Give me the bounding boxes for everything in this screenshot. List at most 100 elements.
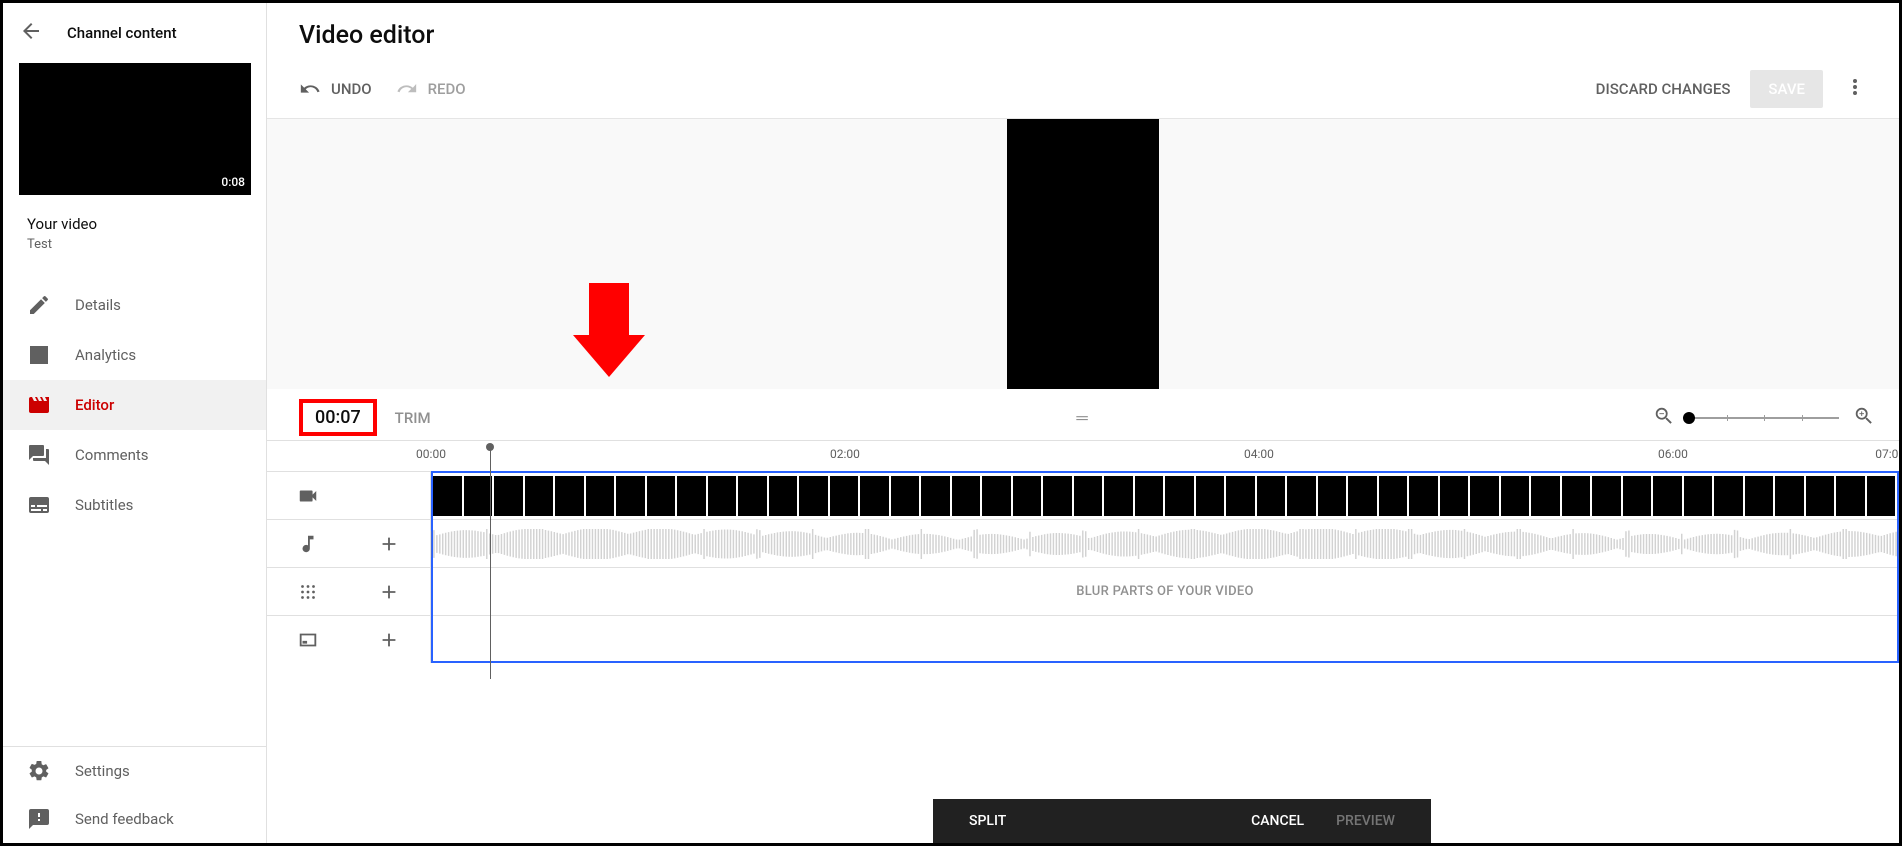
video-frame bbox=[433, 476, 462, 516]
video-frame bbox=[616, 476, 645, 516]
video-frame bbox=[1592, 476, 1621, 516]
video-frame bbox=[525, 476, 554, 516]
audio-track bbox=[267, 519, 1899, 567]
zoom-out-button[interactable] bbox=[1653, 405, 1675, 431]
video-frame bbox=[1104, 476, 1133, 516]
nav-label-subtitles: Subtitles bbox=[75, 496, 133, 514]
nav-label-editor: Editor bbox=[75, 396, 114, 414]
playhead[interactable] bbox=[490, 447, 491, 679]
video-frame bbox=[921, 476, 950, 516]
video-frame bbox=[769, 476, 798, 516]
back-arrow-icon[interactable] bbox=[19, 19, 43, 47]
zoom-in-button[interactable] bbox=[1853, 405, 1875, 431]
sidebar: Channel content 0:08 Your video Test Det… bbox=[3, 3, 267, 843]
add-icon[interactable] bbox=[378, 629, 400, 651]
video-frame bbox=[1440, 476, 1469, 516]
discard-button[interactable]: DISCARD CHANGES bbox=[1596, 80, 1731, 98]
zoom-out-icon bbox=[1653, 405, 1675, 427]
redo-label: REDO bbox=[428, 80, 466, 98]
more-menu-button[interactable] bbox=[1843, 75, 1867, 103]
subtitles-icon bbox=[27, 493, 51, 517]
preview-button: PREVIEW bbox=[1336, 813, 1395, 829]
add-icon[interactable] bbox=[378, 533, 400, 555]
sidebar-item-feedback[interactable]: Send feedback bbox=[3, 795, 266, 843]
zoom-slider[interactable] bbox=[1689, 417, 1839, 419]
video-frame bbox=[1196, 476, 1225, 516]
video-frame bbox=[1531, 476, 1560, 516]
music-note-icon[interactable] bbox=[297, 533, 319, 555]
endcard-icon[interactable] bbox=[297, 629, 319, 651]
video-frame bbox=[647, 476, 676, 516]
video-frame bbox=[1501, 476, 1530, 516]
video-frame bbox=[799, 476, 828, 516]
video-frame bbox=[1836, 476, 1865, 516]
redo-button: REDO bbox=[396, 78, 466, 100]
audio-waveform[interactable] bbox=[431, 529, 1899, 559]
nav-label-details: Details bbox=[75, 296, 121, 314]
video-frame bbox=[1074, 476, 1103, 516]
blur-icon[interactable] bbox=[297, 581, 319, 603]
channel-content-label: Channel content bbox=[67, 24, 177, 42]
timeline: 00:0002:0004:0006:0007:06 bbox=[267, 440, 1899, 663]
pencil-icon bbox=[27, 293, 51, 317]
video-name: Test bbox=[27, 237, 242, 252]
video-frame bbox=[1043, 476, 1072, 516]
video-frame bbox=[586, 476, 615, 516]
video-duration: 0:08 bbox=[221, 175, 245, 189]
sidebar-item-comments[interactable]: Comments bbox=[3, 430, 266, 480]
comments-icon bbox=[27, 443, 51, 467]
nav-label-analytics: Analytics bbox=[75, 346, 136, 364]
analytics-icon bbox=[27, 343, 51, 367]
sidebar-item-editor[interactable]: Editor bbox=[3, 380, 266, 430]
video-track bbox=[267, 471, 1899, 519]
feedback-icon bbox=[27, 807, 51, 831]
video-frame bbox=[1745, 476, 1774, 516]
video-frame bbox=[830, 476, 859, 516]
video-frame bbox=[1013, 476, 1042, 516]
sidebar-item-settings[interactable]: Settings bbox=[3, 747, 266, 795]
undo-icon bbox=[299, 78, 321, 100]
ruler-label: 00:00 bbox=[416, 447, 446, 461]
video-frame bbox=[1379, 476, 1408, 516]
video-frame bbox=[1135, 476, 1164, 516]
undo-button[interactable]: UNDO bbox=[299, 78, 372, 100]
video-frame bbox=[555, 476, 584, 516]
video-frame bbox=[1470, 476, 1499, 516]
video-frame bbox=[1867, 476, 1896, 516]
video-frame bbox=[1165, 476, 1194, 516]
camera-icon[interactable] bbox=[297, 485, 319, 507]
video-strip[interactable] bbox=[431, 476, 1899, 516]
video-frame bbox=[1623, 476, 1652, 516]
preview-video[interactable] bbox=[1007, 119, 1159, 389]
dots-vertical-icon bbox=[1843, 75, 1867, 99]
preview-area bbox=[267, 118, 1899, 389]
video-frame bbox=[1653, 476, 1682, 516]
timecode-input[interactable]: 00:07 bbox=[299, 399, 377, 436]
split-button[interactable]: SPLIT bbox=[969, 813, 1006, 829]
endcard-track bbox=[267, 615, 1899, 663]
add-icon[interactable] bbox=[378, 581, 400, 603]
your-video-label: Your video bbox=[27, 215, 242, 233]
zoom-slider-thumb[interactable] bbox=[1683, 412, 1695, 424]
cancel-button[interactable]: CANCEL bbox=[1251, 813, 1304, 829]
video-frame bbox=[1348, 476, 1377, 516]
ruler-label: 06:00 bbox=[1658, 447, 1688, 461]
video-frame bbox=[1806, 476, 1835, 516]
sidebar-item-subtitles[interactable]: Subtitles bbox=[3, 480, 266, 530]
timeline-ruler[interactable]: 00:0002:0004:0006:0007:06 bbox=[431, 441, 1899, 471]
sidebar-item-analytics[interactable]: Analytics bbox=[3, 330, 266, 380]
nav-label-feedback: Send feedback bbox=[75, 810, 174, 828]
video-frame bbox=[860, 476, 889, 516]
sidebar-item-details[interactable]: Details bbox=[3, 280, 266, 330]
video-frame bbox=[1714, 476, 1743, 516]
video-thumbnail[interactable]: 0:08 bbox=[19, 63, 251, 195]
drag-handle-icon[interactable]: ═ bbox=[1076, 408, 1089, 428]
video-frame bbox=[1226, 476, 1255, 516]
blur-track-label[interactable]: BLUR PARTS OF YOUR VIDEO bbox=[1076, 584, 1254, 599]
video-frame bbox=[738, 476, 767, 516]
nav-label-comments: Comments bbox=[75, 446, 149, 464]
video-frame bbox=[1318, 476, 1347, 516]
video-frame bbox=[1775, 476, 1804, 516]
trim-button[interactable]: TRIM bbox=[395, 409, 431, 427]
gear-icon bbox=[27, 759, 51, 783]
